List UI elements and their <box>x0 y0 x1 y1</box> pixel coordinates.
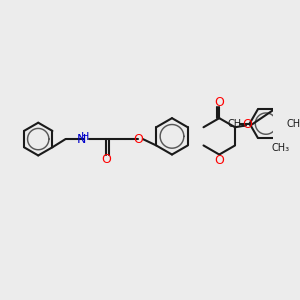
Text: O: O <box>101 153 111 166</box>
Text: O: O <box>214 154 224 166</box>
Text: CH₃: CH₃ <box>286 118 300 129</box>
Text: O: O <box>134 133 143 146</box>
Text: O: O <box>214 96 224 109</box>
Text: CH₃: CH₃ <box>272 143 290 153</box>
Text: N: N <box>77 133 87 146</box>
Text: O: O <box>242 118 252 131</box>
Text: CH₃: CH₃ <box>228 118 246 129</box>
Text: H: H <box>81 132 90 142</box>
